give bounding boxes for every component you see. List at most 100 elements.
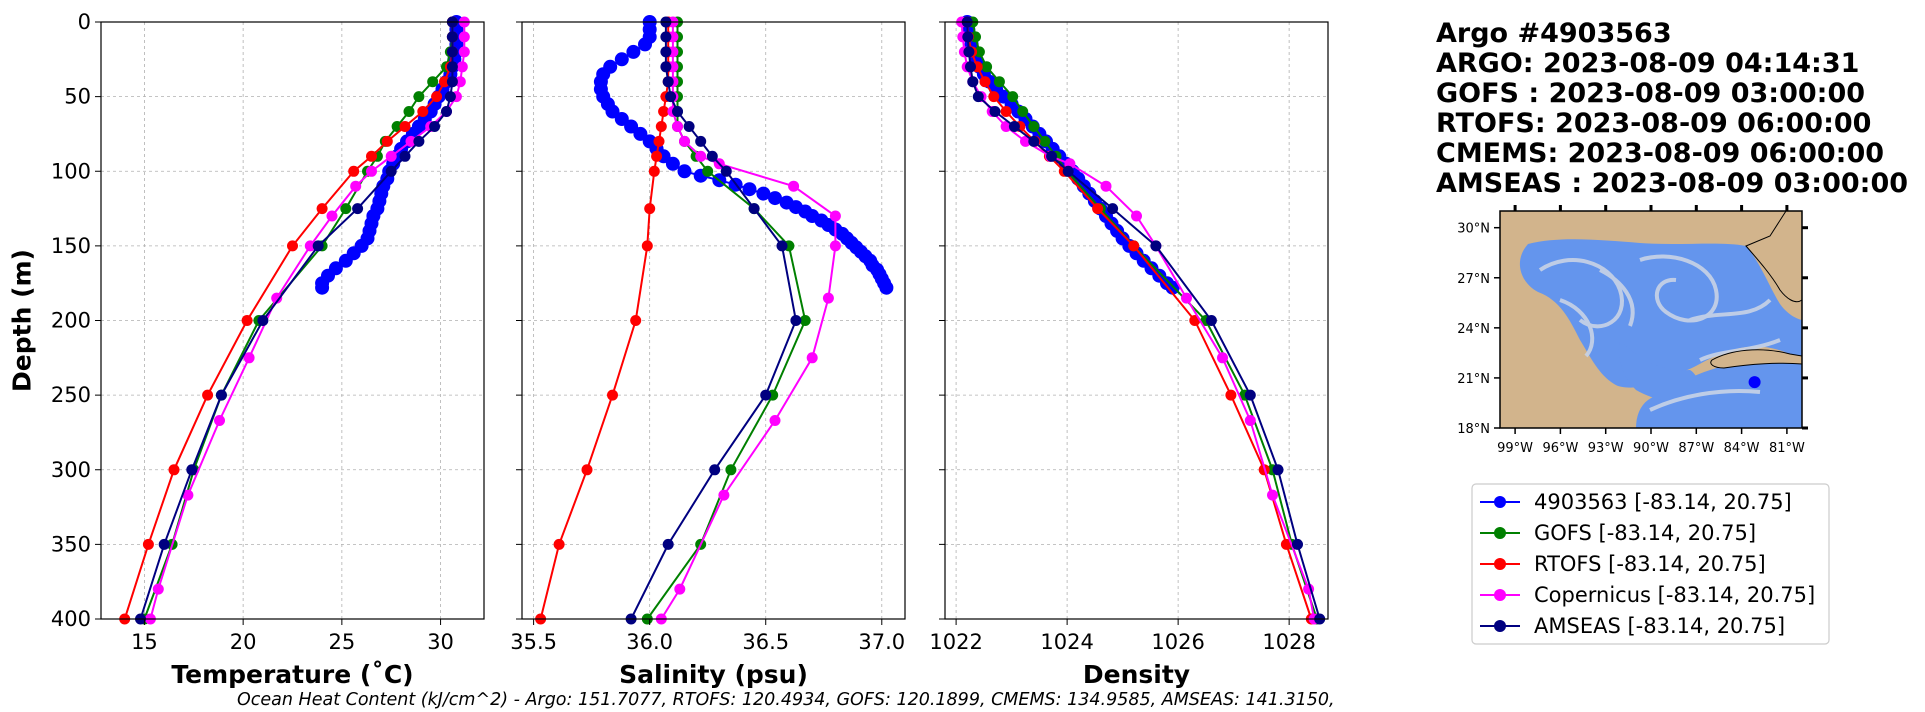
data-point-copernicus (695, 150, 707, 162)
data-point-gofs (799, 315, 811, 326)
x-tick-label: 20 (230, 630, 257, 654)
info-block: Argo #4903563 ARGO: 2023-08-09 04:14:31 … (1436, 18, 1908, 199)
data-point-amseas (446, 46, 458, 58)
data-point-amseas (1205, 315, 1217, 326)
data-point-copernicus (829, 210, 841, 222)
data-point-amseas (967, 76, 979, 88)
data-point-rtofs (168, 464, 180, 476)
y-tick-label: 400 (51, 607, 91, 631)
data-point-rtofs (658, 106, 670, 117)
legend-item: AMSEAS [-83.14, 20.75] (1480, 614, 1785, 638)
data-point-amseas (672, 106, 683, 117)
info-line-cmems-time: CMEMS: 2023-08-09 06:00:00 (1436, 138, 1884, 169)
data-point-amseas (215, 389, 227, 401)
data-point-argo (756, 186, 771, 201)
map-lon-label: 96°W (1542, 441, 1578, 456)
data-point-amseas (399, 150, 411, 162)
info-line-argo-time: ARGO: 2023-08-09 04:14:31 (1436, 48, 1859, 79)
data-point-amseas (312, 240, 324, 252)
data-point-rtofs (366, 150, 377, 162)
x-tick-label: 1026 (1151, 630, 1204, 654)
depth-y-label: Depth (m) (8, 249, 37, 392)
y-tick-label: 300 (51, 458, 91, 482)
data-point-copernicus (366, 165, 377, 177)
data-point-amseas (748, 203, 760, 215)
data-point-copernicus (1131, 210, 1142, 222)
data-point-amseas (1292, 538, 1303, 550)
series-amseas (961, 16, 1326, 625)
data-point-rtofs (988, 91, 1000, 103)
data-point-copernicus (385, 150, 397, 162)
legend-frame (1471, 483, 1830, 645)
data-point-copernicus (182, 489, 194, 501)
series-amseas (625, 16, 802, 625)
map-lon-label: 81°W (1769, 441, 1805, 456)
legend-swatch-marker (1494, 496, 1506, 508)
map-lon-label: 99°W (1497, 441, 1533, 456)
data-point-copernicus (788, 180, 800, 192)
legend-swatch-marker (1494, 527, 1506, 539)
data-point-amseas (413, 135, 425, 147)
legend-item: Copernicus [-83.14, 20.75] (1480, 583, 1815, 607)
data-point-amseas (1244, 389, 1256, 401)
data-point-amseas (1107, 203, 1119, 215)
data-point-copernicus (672, 121, 683, 132)
data-point-rtofs (316, 203, 328, 215)
data-point-argo (633, 126, 648, 141)
data-point-copernicus (454, 76, 466, 88)
density-panel: 1022 1024 1026 1028 Density (929, 15, 1329, 689)
data-point-argo (742, 182, 757, 197)
data-point-rtofs (553, 538, 565, 550)
data-point-copernicus (271, 292, 283, 304)
data-point-gofs (725, 464, 737, 476)
legend-label: Copernicus [-83.14, 20.75] (1534, 583, 1815, 607)
data-point-argo (338, 253, 353, 268)
data-point-copernicus (1100, 180, 1112, 192)
data-point-gofs (973, 46, 985, 58)
inset-map: 30°N 27°N 24°N 21°N 18°N 99°W 96°W 93°W 90°W 87°W… (1457, 205, 1808, 456)
salinity-x-label: Salinity (psu) (619, 660, 808, 689)
data-point-amseas (158, 538, 170, 550)
data-point-amseas (257, 315, 269, 326)
data-point-amseas (662, 76, 674, 88)
map-lat-label: 30°N (1457, 222, 1490, 237)
data-point-amseas (186, 464, 198, 476)
data-point-copernicus (1000, 121, 1012, 132)
map-lon-label: 87°W (1678, 441, 1714, 456)
map-lat-label: 24°N (1457, 322, 1490, 337)
data-point-copernicus (674, 583, 686, 595)
data-point-amseas (662, 538, 674, 550)
data-point-copernicus (152, 583, 164, 595)
data-point-rtofs (653, 135, 665, 147)
legend-swatch-marker (1494, 620, 1506, 632)
salinity-grid (522, 21, 905, 620)
data-point-rtofs (641, 240, 653, 252)
data-point-copernicus (1217, 352, 1228, 364)
data-point-gofs (702, 165, 714, 177)
data-point-copernicus (458, 31, 470, 43)
data-point-copernicus (1244, 415, 1256, 426)
data-point-gofs (391, 121, 403, 132)
data-point-amseas (665, 91, 677, 103)
data-point-amseas (1272, 464, 1284, 476)
legend-label: 4903563 [-83.14, 20.75] (1534, 490, 1792, 514)
data-point-argo (614, 112, 629, 126)
data-point-rtofs (607, 389, 618, 401)
data-point-argo (768, 191, 782, 206)
data-point-amseas (683, 121, 695, 132)
series-argo (593, 15, 894, 295)
map-lon-label: 93°W (1588, 441, 1624, 456)
data-point-copernicus (806, 352, 818, 364)
x-tick-label: 37.0 (858, 630, 905, 654)
legend-items: 4903563 [-83.14, 20.75] GOFS [-83.14, 20.… (1480, 490, 1815, 638)
data-point-rtofs (655, 121, 667, 132)
data-point-amseas (972, 91, 984, 103)
data-point-amseas (446, 61, 458, 73)
data-point-rtofs (202, 389, 214, 401)
data-point-rtofs (1000, 106, 1012, 117)
data-point-argo (626, 44, 641, 59)
data-point-rtofs (399, 121, 411, 132)
data-point-rtofs (381, 135, 393, 147)
data-point-rtofs (1092, 203, 1104, 215)
data-point-rtofs (651, 150, 663, 162)
